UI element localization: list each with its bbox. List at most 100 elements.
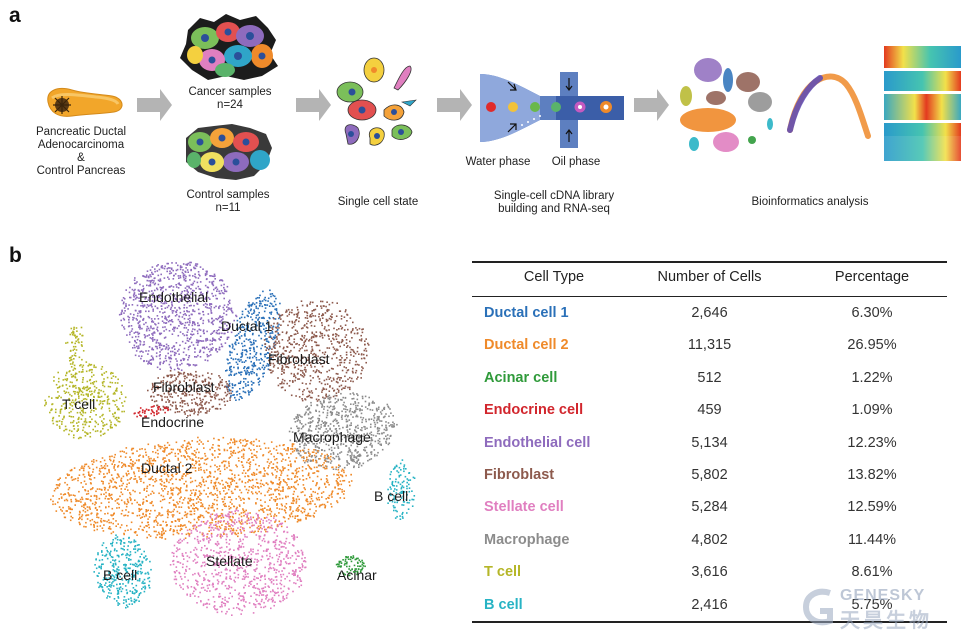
library-caption-line: Single-cell cDNA library xyxy=(493,190,615,202)
cell-percentage: 6.30% xyxy=(851,305,893,321)
tsne-cluster-acinar xyxy=(335,555,366,577)
cell-percentage: 12.23% xyxy=(847,434,897,451)
cell-count: 4,802 xyxy=(691,531,728,548)
table-row: Endocrine cell 459 1.09% xyxy=(472,394,947,426)
cluster-label-fibroblast-mid: Fibroblast xyxy=(153,379,215,395)
tsne-cluster-ductal2 xyxy=(50,436,353,540)
table-row: Stellate cell 5,284 12.59% xyxy=(472,491,947,523)
tsne-cluster-fibroblast xyxy=(263,300,370,402)
table-row: Macrophage 4,802 11.44% xyxy=(472,524,947,556)
tsne-cluster-tcell xyxy=(44,361,127,440)
tissue-caption-line: Control Pancreas xyxy=(36,165,126,177)
cancer-caption-line: n=24 xyxy=(217,99,243,111)
control-caption-line: n=11 xyxy=(215,202,241,214)
table-header-type: Cell Type xyxy=(523,269,585,285)
tsne-cluster-ductal1 xyxy=(225,289,281,401)
cell-percentage: 8.61% xyxy=(851,564,893,581)
cell-type-name: Macrophage xyxy=(484,531,570,548)
library-caption-line: building and RNA-seq xyxy=(498,203,610,215)
tsne-plot xyxy=(44,261,416,616)
tsne-cluster-bcell xyxy=(387,459,416,520)
heatmap xyxy=(884,46,961,161)
cell-percentage: 1.09% xyxy=(851,402,893,419)
table-rule-bottom xyxy=(472,621,947,623)
tissue-caption-line: & xyxy=(77,152,85,164)
table-rule-top xyxy=(472,261,947,263)
table-header-count: Number of Cells xyxy=(657,269,762,285)
cell-percentage: 12.59% xyxy=(847,499,897,516)
pancreas-icon xyxy=(47,88,123,117)
cell-count: 512 xyxy=(697,369,722,386)
cell-type-name: T cell xyxy=(484,564,522,581)
table-row: Ductal cell 2 11,315 26.95% xyxy=(472,329,947,361)
tsne-cluster-fibroblast xyxy=(147,370,232,417)
cluster-label-fibroblast-right: Fibroblast xyxy=(268,351,330,367)
cluster-label-endocrine: Endocrine xyxy=(141,414,205,430)
library-caption: Single-cell cDNA library building and RN… xyxy=(484,190,624,216)
cell-percentage: 13.82% xyxy=(847,467,897,483)
watermark-cn: 天昊生物 xyxy=(840,610,932,632)
mini-tsne-plot xyxy=(680,58,773,152)
tissue-caption-line: Pancreatic Ductal xyxy=(35,126,127,138)
cell-type-name: B cell xyxy=(484,596,523,613)
cell-type-name: Ductal cell 1 xyxy=(484,305,569,321)
bioinformatics-caption: Bioinformatics analysis xyxy=(751,196,869,208)
watermark-en: GENESKY xyxy=(840,587,926,604)
workflow-diagram xyxy=(47,14,961,180)
tsne-cluster-bcell xyxy=(93,534,152,609)
cell-count: 2,416 xyxy=(691,596,728,613)
cell-count: 11,315 xyxy=(687,337,732,354)
tissue-caption: Pancreatic Ductal Adenocarcinoma & Contr… xyxy=(26,126,136,178)
workflow-arrows xyxy=(137,89,669,121)
cluster-label-ductal2: Ductal 2 xyxy=(141,460,193,476)
trajectory-curve xyxy=(787,73,871,139)
table-rule-mid xyxy=(472,296,947,297)
cell-type-name: Endocrine cell xyxy=(484,402,584,419)
cell-type-name: Acinar cell xyxy=(484,369,558,386)
tsne-cluster-macrophage xyxy=(288,392,398,471)
cell-type-name: Ductal cell 2 xyxy=(484,337,569,354)
cluster-label-acinar: Acinar xyxy=(337,567,377,583)
cell-count: 3,616 xyxy=(691,564,728,581)
cancer-caption-line: Cancer samples xyxy=(188,86,272,98)
control-sample-cluster xyxy=(186,124,272,180)
table-row: Fibroblast 5,802 13.82% xyxy=(472,459,947,491)
panel-a-label: a xyxy=(9,4,21,27)
cell-count: 2,646 xyxy=(691,305,728,321)
control-samples-caption: Control samples n=11 xyxy=(176,189,280,215)
tsne-cluster-tcell xyxy=(65,326,85,370)
cluster-label-stellate: Stellate xyxy=(206,553,253,569)
cluster-label-macrophage: Macrophage xyxy=(293,429,371,445)
table-row: B cell 2,416 5.75% xyxy=(472,589,947,621)
cluster-label-endothelial: Endothelial xyxy=(139,289,209,305)
panel-b-label: b xyxy=(9,244,22,267)
cell-percentage: 5.75% xyxy=(851,596,893,613)
tsne-cluster-endocrine xyxy=(133,405,169,419)
tissue-caption-line: Adenocarcinoma xyxy=(37,139,125,151)
cell-type-name: Stellate cell xyxy=(484,499,564,516)
table-row: T cell 3,616 8.61% xyxy=(472,556,947,588)
table-row: Endothelial cell 5,134 12.23% xyxy=(472,427,947,459)
single-cell-caption: Single cell state xyxy=(337,196,419,208)
cluster-label-tcell: T cell xyxy=(62,396,96,412)
cancer-sample-cluster xyxy=(180,14,278,80)
cell-percentage: 26.95% xyxy=(847,337,897,354)
cell-count: 5,134 xyxy=(691,434,728,451)
water-phase-label: Water phase xyxy=(465,156,531,168)
cluster-label-ductal1: Ductal 1 xyxy=(221,318,273,334)
genesky-logo-icon xyxy=(802,588,833,626)
genesky-watermark: GENESKY 天昊生物 xyxy=(800,585,965,632)
cell-count: 5,284 xyxy=(691,499,728,516)
tsne-cluster-endothelial xyxy=(118,261,238,371)
single-cells xyxy=(336,57,417,146)
table-header-pct: Percentage xyxy=(834,269,910,285)
cluster-label-bcell-left: B cell xyxy=(103,567,138,583)
cell-count: 459 xyxy=(697,402,722,419)
cell-percentage: 1.22% xyxy=(851,369,893,386)
table-row: Ductal cell 1 2,646 6.30% xyxy=(472,297,947,329)
cluster-label-bcell-right: B cell xyxy=(374,488,409,504)
microfluidic-chip xyxy=(480,72,624,148)
cancer-samples-caption: Cancer samples n=24 xyxy=(180,86,280,112)
cell-type-name: Fibroblast xyxy=(484,467,555,483)
control-caption-line: Control samples xyxy=(186,189,270,201)
